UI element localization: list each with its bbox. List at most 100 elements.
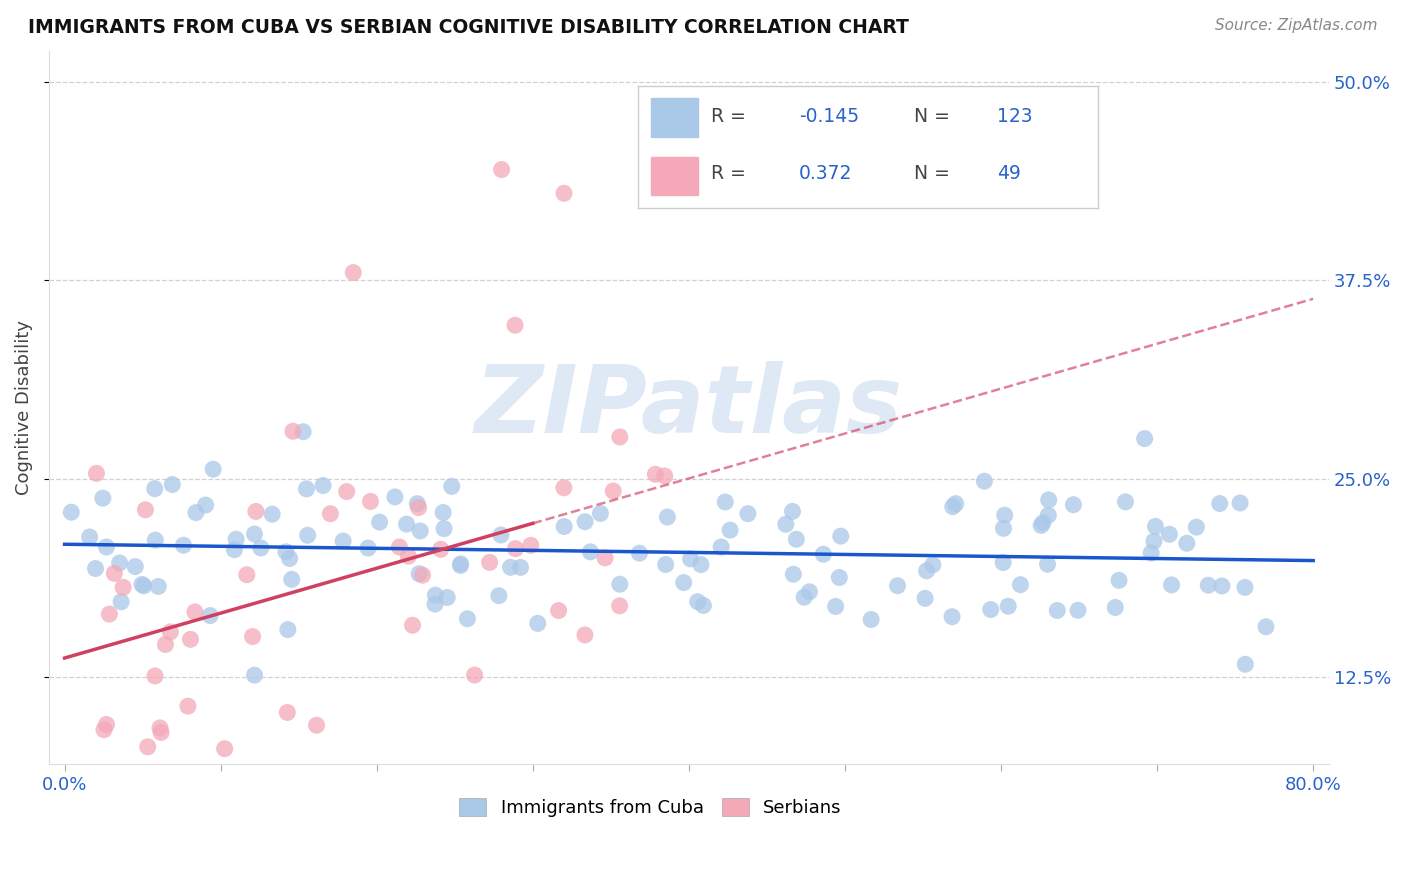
Point	[509, 560, 531, 574]
Point	[86, 467, 108, 481]
Point	[149, 721, 172, 735]
Point	[1062, 498, 1084, 512]
Point	[384, 490, 406, 504]
Point	[292, 425, 315, 439]
Point	[828, 570, 851, 584]
Point	[782, 504, 804, 518]
Point	[945, 497, 967, 511]
Point	[1010, 577, 1032, 591]
Point	[1229, 496, 1251, 510]
Point	[1104, 600, 1126, 615]
Point	[579, 545, 602, 559]
Point	[914, 591, 936, 606]
Point	[277, 623, 299, 637]
Point	[243, 668, 266, 682]
Point	[1038, 508, 1060, 523]
Point	[250, 541, 273, 555]
Point	[143, 533, 166, 548]
Point	[499, 560, 522, 574]
Point	[388, 540, 411, 554]
Point	[319, 507, 342, 521]
Point	[737, 507, 759, 521]
Point	[526, 616, 548, 631]
Point	[830, 529, 852, 543]
Point	[177, 699, 200, 714]
Point	[553, 481, 575, 495]
Point	[1209, 496, 1232, 510]
Point	[997, 599, 1019, 614]
Point	[478, 555, 501, 569]
Point	[1038, 492, 1060, 507]
Point	[540, 823, 562, 838]
Point	[225, 533, 247, 547]
Point	[79, 530, 101, 544]
Point	[408, 500, 430, 515]
Point	[98, 607, 121, 621]
Point	[942, 500, 965, 514]
Point	[1197, 578, 1219, 592]
Point	[243, 527, 266, 541]
Point	[436, 591, 458, 605]
Point	[824, 599, 846, 614]
Point	[245, 504, 267, 518]
Point	[1140, 546, 1163, 560]
Point	[994, 508, 1017, 523]
Point	[332, 534, 354, 549]
Point	[305, 718, 328, 732]
Point	[464, 668, 486, 682]
Point	[449, 558, 471, 573]
Point	[980, 602, 1002, 616]
Point	[589, 507, 612, 521]
Point	[274, 545, 297, 559]
Point	[921, 558, 943, 572]
Point	[143, 482, 166, 496]
Point	[278, 551, 301, 566]
Point	[672, 575, 695, 590]
Point	[609, 599, 631, 613]
Point	[503, 318, 526, 333]
Point	[1159, 527, 1181, 541]
Text: ZIPatlas: ZIPatlas	[475, 361, 903, 453]
Point	[112, 580, 135, 594]
Point	[136, 739, 159, 754]
Point	[1254, 620, 1277, 634]
Point	[433, 522, 456, 536]
Point	[785, 533, 807, 547]
Point	[84, 561, 107, 575]
Point	[644, 467, 666, 482]
Point	[973, 474, 995, 488]
Point	[281, 424, 304, 438]
Point	[488, 589, 510, 603]
Point	[692, 599, 714, 613]
Point	[440, 479, 463, 493]
Point	[423, 597, 446, 611]
Legend: Immigrants from Cuba, Serbians: Immigrants from Cuba, Serbians	[450, 789, 851, 826]
Point	[1114, 495, 1136, 509]
Point	[991, 556, 1014, 570]
Point	[93, 723, 115, 737]
Point	[159, 624, 181, 639]
Point	[1032, 516, 1054, 530]
Point	[224, 542, 246, 557]
Point	[368, 515, 391, 529]
Point	[395, 517, 418, 532]
Point	[155, 637, 177, 651]
Y-axis label: Cognitive Disability: Cognitive Disability	[15, 319, 32, 495]
Point	[520, 538, 543, 552]
Point	[132, 579, 155, 593]
Point	[408, 566, 430, 581]
Point	[280, 573, 302, 587]
Point	[491, 162, 513, 177]
Point	[450, 557, 472, 571]
Point	[1185, 520, 1208, 534]
Point	[553, 186, 575, 201]
Point	[357, 541, 380, 555]
Point	[505, 541, 527, 556]
Point	[295, 482, 318, 496]
Point	[468, 824, 491, 838]
Point	[1067, 603, 1090, 617]
Point	[456, 612, 478, 626]
Point	[108, 556, 131, 570]
Point	[336, 484, 359, 499]
Point	[915, 564, 938, 578]
